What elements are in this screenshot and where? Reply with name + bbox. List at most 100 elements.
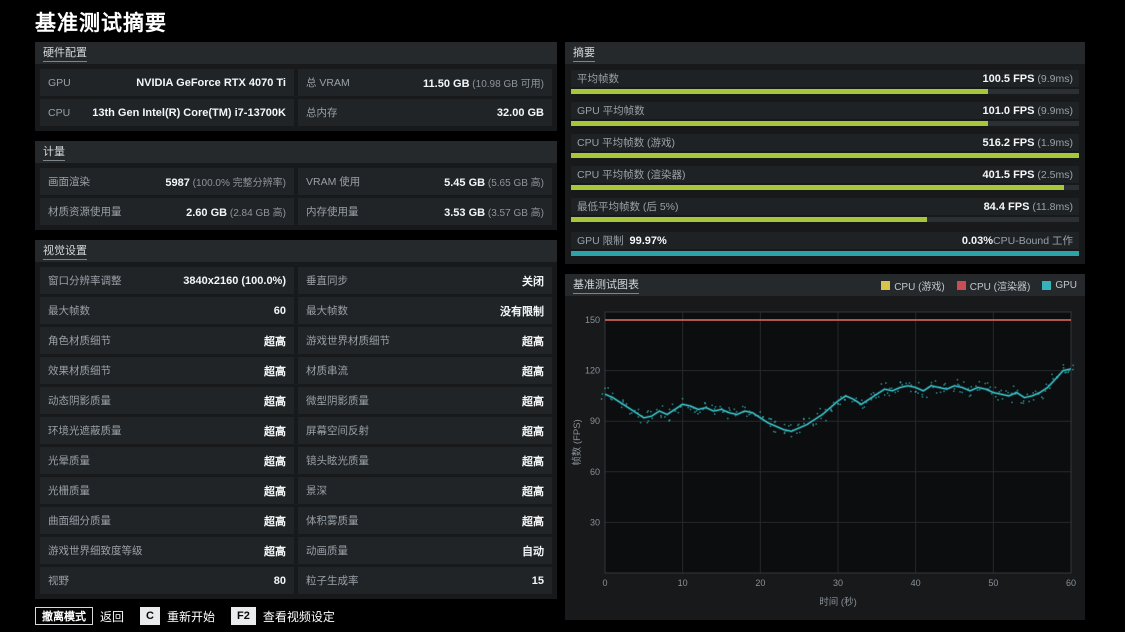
setting-row: 动画质量 自动: [298, 537, 552, 564]
metric-label: 内存使用量: [306, 206, 359, 218]
metric-label: VRAM 使用: [306, 176, 361, 188]
hint-label: 查看视频设定: [262, 609, 335, 624]
svg-text:20: 20: [755, 578, 765, 588]
summary-row-text: 最低平均帧数 (后 5%) 84.4 FPS (11.8ms): [571, 198, 1079, 215]
page-title: 基准测试摘要: [35, 12, 167, 35]
gpu-limit-bar-fill: [571, 251, 1079, 256]
setting-row: 动态阴影质量 超高: [40, 387, 294, 414]
summary-row-text: 平均帧数 100.5 FPS (9.9ms): [571, 70, 1079, 87]
setting-label: 屏幕空间反射: [306, 425, 369, 437]
gpu-limit-text: GPU 限制 99.97% 0.03%CPU-Bound 工作: [571, 232, 1079, 249]
panel-hardware-header: 硬件配置: [35, 42, 557, 64]
legend-item: CPU (渲染器): [956, 278, 1031, 293]
summary-row-text: CPU 平均帧数 (游戏) 516.2 FPS (1.9ms): [571, 134, 1079, 151]
metric-value: 3.53 GB (3.57 GB 高): [444, 207, 544, 219]
setting-row: 光晕质量 超高: [40, 447, 294, 474]
svg-text:40: 40: [911, 578, 921, 588]
svg-text:30: 30: [590, 517, 600, 527]
metric-row: 材质资源使用量 2.60 GB (2.84 GB 高): [40, 198, 294, 225]
setting-label: 效果材质细节: [48, 365, 111, 377]
setting-value: 超高: [264, 455, 286, 468]
panel-hardware-title: 硬件配置: [43, 44, 87, 62]
settings-grid: 窗口分辨率调整 3840x2160 (100.0%) 垂直同步 关闭 最大帧数 60 最大帧…: [35, 262, 557, 599]
key-badge: 撤离模式: [35, 607, 93, 625]
svg-text:60: 60: [590, 467, 600, 477]
legend-label: CPU (渲染器): [969, 281, 1031, 293]
panel-chart-header: 基准测试图表 CPU (游戏) CPU (渲染器) GPU: [565, 274, 1085, 296]
summary-row: 平均帧数 100.5 FPS (9.9ms): [571, 70, 1079, 94]
fps-bar-fill: [571, 185, 1064, 190]
metric-value: 5987 (100.0% 完整分辨率): [165, 177, 286, 189]
panel-chart-title: 基准测试图表: [573, 276, 639, 294]
summary-row-label: CPU 平均帧数 (游戏): [577, 137, 675, 149]
hardware-row: CPU 13th Gen Intel(R) Core(TM) i7-13700K: [40, 99, 294, 126]
setting-row: 光栅质量 超高: [40, 477, 294, 504]
panel-metrics-title: 计量: [43, 143, 65, 161]
hardware-row: 总内存 32.00 GB: [298, 99, 552, 126]
key-badge: F2: [230, 607, 256, 625]
summary-row-label: GPU 平均帧数: [577, 105, 645, 117]
setting-label: 动画质量: [306, 545, 348, 557]
setting-row: 屏幕空间反射 超高: [298, 417, 552, 444]
hardware-label: 总内存: [306, 107, 338, 119]
setting-label: 光晕质量: [48, 455, 90, 467]
setting-label: 动态阴影质量: [48, 395, 111, 407]
panel-visual-settings-header: 视觉设置: [35, 240, 557, 262]
setting-row: 角色材质细节 超高: [40, 327, 294, 354]
setting-value: 超高: [264, 485, 286, 498]
setting-value: 关闭: [522, 275, 544, 288]
gpu-limit-bar-track: [571, 251, 1079, 256]
hardware-label: 总 VRAM: [306, 77, 350, 89]
hint-label: 返回: [100, 609, 125, 624]
footer-hint-查看视频设定[interactable]: F2 查看视频设定: [230, 607, 335, 625]
benchmark-chart: 0 10 20 30 40 50 60 30 60 90 120 150 帧数 (FPS) 时间 (秒): [571, 311, 1076, 608]
fps-bar-track: [571, 153, 1079, 158]
summary-row-value: 401.5 FPS (2.5ms): [982, 168, 1074, 181]
legend-swatch-icon: [881, 280, 891, 290]
metric-value: 2.60 GB (2.84 GB 高): [186, 207, 286, 219]
panel-metrics: 计量 画面渲染 5987 (100.0% 完整分辨率) VRAM 使用 5.45 GB…: [35, 141, 557, 230]
summary-row-value: 100.5 FPS (9.9ms): [982, 72, 1074, 85]
footer-hint-重新开始[interactable]: C 重新开始: [140, 607, 215, 625]
setting-row: 游戏世界细致度等级 超高: [40, 537, 294, 564]
panel-metrics-header: 计量: [35, 141, 557, 163]
y-axis-label: 帧数 (FPS): [571, 419, 583, 465]
setting-value: 超高: [522, 455, 544, 468]
fps-bar-fill: [571, 217, 927, 222]
svg-text:0: 0: [602, 578, 607, 588]
cpu-bound-value: 0.03%: [961, 235, 994, 247]
hardware-row: GPU NVIDIA GeForce RTX 4070 Ti: [40, 69, 294, 96]
gpu-limit-left: GPU 限制 99.97%: [577, 233, 667, 248]
setting-label: 游戏世界材质细节: [306, 335, 390, 347]
summary-row-label: 平均帧数: [577, 73, 619, 85]
setting-row: 镜头眩光质量 超高: [298, 447, 552, 474]
setting-label: 镜头眩光质量: [306, 455, 369, 467]
setting-row: 垂直同步 关闭: [298, 267, 552, 294]
summary-row: GPU 平均帧数 101.0 FPS (9.9ms): [571, 102, 1079, 126]
footer-hint-返回[interactable]: 撤离模式 返回: [35, 607, 124, 625]
metric-label: 材质资源使用量: [48, 206, 122, 218]
summary-row-value: 516.2 FPS (1.9ms): [982, 136, 1074, 149]
panel-hardware: 硬件配置 GPU NVIDIA GeForce RTX 4070 Ti 总 VRAM…: [35, 42, 557, 131]
hardware-value: 13th Gen Intel(R) Core(TM) i7-13700K: [92, 106, 286, 119]
panel-visual-settings: 视觉设置 窗口分辨率调整 3840x2160 (100.0%) 垂直同步 关闭 最大帧数…: [35, 240, 557, 599]
setting-value: 超高: [264, 335, 286, 348]
hardware-value: 32.00 GB: [496, 106, 544, 119]
setting-value: 3840x2160 (100.0%): [183, 274, 286, 287]
setting-value: 超高: [522, 425, 544, 438]
summary-body: 平均帧数 100.5 FPS (9.9ms) GPU 平均帧数 101.0 FPS (…: [565, 64, 1085, 264]
x-axis-label: 时间 (秒): [819, 596, 856, 608]
setting-label: 材质串流: [306, 365, 348, 377]
summary-row-label: 最低平均帧数 (后 5%): [577, 201, 679, 213]
summary-row-value: 101.0 FPS (9.9ms): [982, 104, 1074, 117]
summary-row-value: 84.4 FPS (11.8ms): [983, 200, 1073, 213]
summary-row-text: CPU 平均帧数 (渲染器) 401.5 FPS (2.5ms): [571, 166, 1079, 183]
svg-text:60: 60: [1066, 578, 1076, 588]
metric-row: VRAM 使用 5.45 GB (5.65 GB 高): [298, 168, 552, 195]
chart-legend: CPU (游戏) CPU (渲染器) GPU: [881, 278, 1077, 293]
setting-label: 最大帧数: [48, 305, 90, 317]
setting-row: 效果材质细节 超高: [40, 357, 294, 384]
hardware-label: CPU: [48, 106, 71, 119]
key-badge: C: [140, 607, 160, 625]
